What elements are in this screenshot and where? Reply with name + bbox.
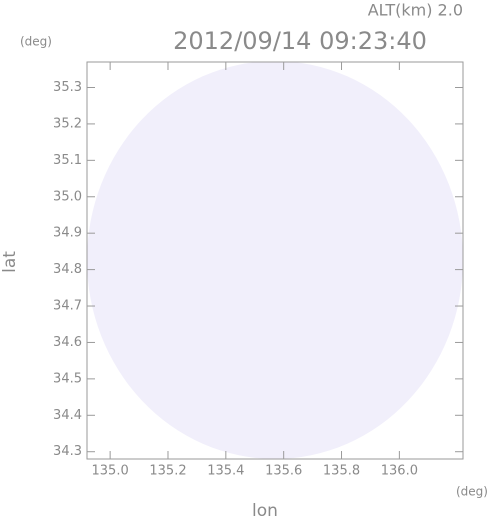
y-tick-label: 35.2 (53, 116, 82, 131)
x-unit: (deg) (456, 485, 488, 499)
y-unit: (deg) (20, 35, 52, 49)
plot-area (87, 62, 463, 459)
chart-title: 2012/09/14 09:23:40 (173, 27, 427, 55)
y-tick-label: 34.6 (53, 335, 82, 350)
y-tick-label: 35.1 (53, 153, 82, 168)
y-axis-label: lat (0, 251, 20, 273)
y-tick-label: 35.3 (53, 80, 82, 95)
radar-disk (87, 62, 463, 459)
y-tick-label: 34.3 (53, 444, 82, 459)
x-tick-label: 135.8 (323, 464, 360, 479)
altitude-label: ALT(km) 2.0 (368, 1, 463, 20)
y-tick-label: 34.9 (53, 226, 82, 241)
x-tick-label: 136.0 (381, 464, 418, 479)
y-tick-label: 34.7 (53, 299, 82, 314)
plot-frame (86, 61, 464, 460)
x-tick-label: 135.2 (149, 464, 186, 479)
x-tick-label: 135.6 (265, 464, 302, 479)
x-tick-label: 135.0 (92, 464, 129, 479)
x-axis-label: lon (252, 501, 278, 521)
y-tick-label: 35.0 (53, 189, 82, 204)
y-tick-label: 34.8 (53, 262, 82, 277)
y-tick-label: 34.5 (53, 371, 82, 386)
x-tick-label: 135.4 (207, 464, 244, 479)
y-tick-label: 34.4 (53, 408, 82, 423)
